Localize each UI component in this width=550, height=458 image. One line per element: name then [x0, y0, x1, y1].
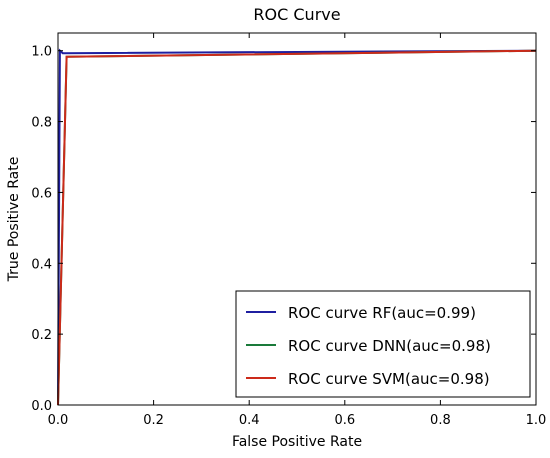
- legend-label: ROC curve RF(auc=0.99): [288, 304, 476, 322]
- x-tick-label: 1.0: [526, 413, 547, 428]
- x-axis-label: False Positive Rate: [232, 434, 362, 450]
- plot-area-frame: [57, 32, 537, 406]
- y-tick-label: 1.0: [31, 45, 52, 60]
- x-tick-label: 0.8: [430, 413, 451, 428]
- legend-label: ROC curve SVM(auc=0.98): [288, 370, 490, 388]
- y-tick-label: 0.4: [31, 257, 52, 272]
- y-tick-label: 0.6: [31, 186, 52, 201]
- plot-lines: [57, 48, 537, 406]
- x-tick-label: 0.6: [334, 413, 355, 428]
- y-tick-label: 0.2: [31, 328, 52, 343]
- x-tick-label: 0.2: [143, 413, 164, 428]
- series-line-2: [57, 49, 537, 406]
- legend-label: ROC curve DNN(auc=0.98): [288, 337, 491, 355]
- y-axis-label: True Positive Rate: [6, 157, 22, 283]
- series-line-0: [57, 48, 537, 406]
- legend: ROC curve RF(auc=0.99) ROC curve DNN(auc=…: [235, 290, 531, 398]
- x-tick-label: 0.4: [239, 413, 260, 428]
- x-tick-label: 0.0: [48, 413, 69, 428]
- y-tick-label: 0.8: [31, 116, 52, 131]
- legend-box: [235, 290, 531, 398]
- chart-title: ROC Curve: [253, 5, 340, 24]
- axis-ticks: 0.0 0.2 0.4 0.6 0.8 1.0 0.0 0.2 0.4 0.6 0.8 1.0: [31, 33, 546, 428]
- y-tick-label: 0.0: [31, 399, 52, 414]
